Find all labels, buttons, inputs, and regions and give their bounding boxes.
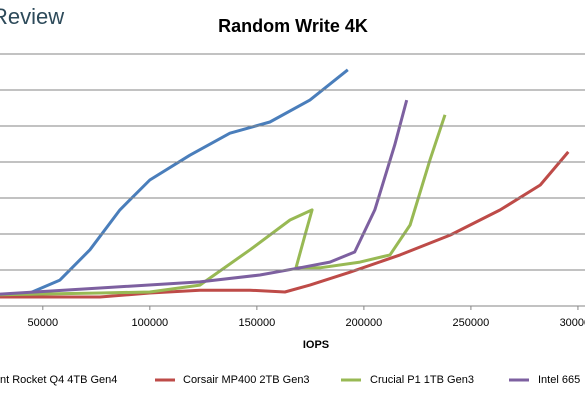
x-tick-label: 150000 — [239, 317, 276, 329]
x-axis-label: IOPS — [303, 339, 329, 351]
x-tick-label: 300000 — [560, 317, 585, 329]
plot-area — [0, 68, 570, 299]
series-line — [0, 114, 447, 297]
logo: Review — [0, 4, 64, 29]
chart-title: Random Write 4K — [218, 16, 368, 36]
series-line — [0, 99, 409, 296]
x-tick-label: 250000 — [453, 317, 490, 329]
legend-label: nt Rocket Q4 4TB Gen4 — [0, 374, 117, 386]
series-line — [0, 150, 570, 299]
x-tick-label: 100000 — [131, 317, 168, 329]
legend-label: Crucial P1 1TB Gen3 — [370, 374, 474, 386]
series-line — [0, 68, 349, 299]
legend-label: Intel 665 — [538, 374, 580, 386]
x-tick-label: 50000 — [28, 317, 59, 329]
x-tick-label: 200000 — [346, 317, 383, 329]
legend-label: Corsair MP400 2TB Gen3 — [183, 374, 310, 386]
